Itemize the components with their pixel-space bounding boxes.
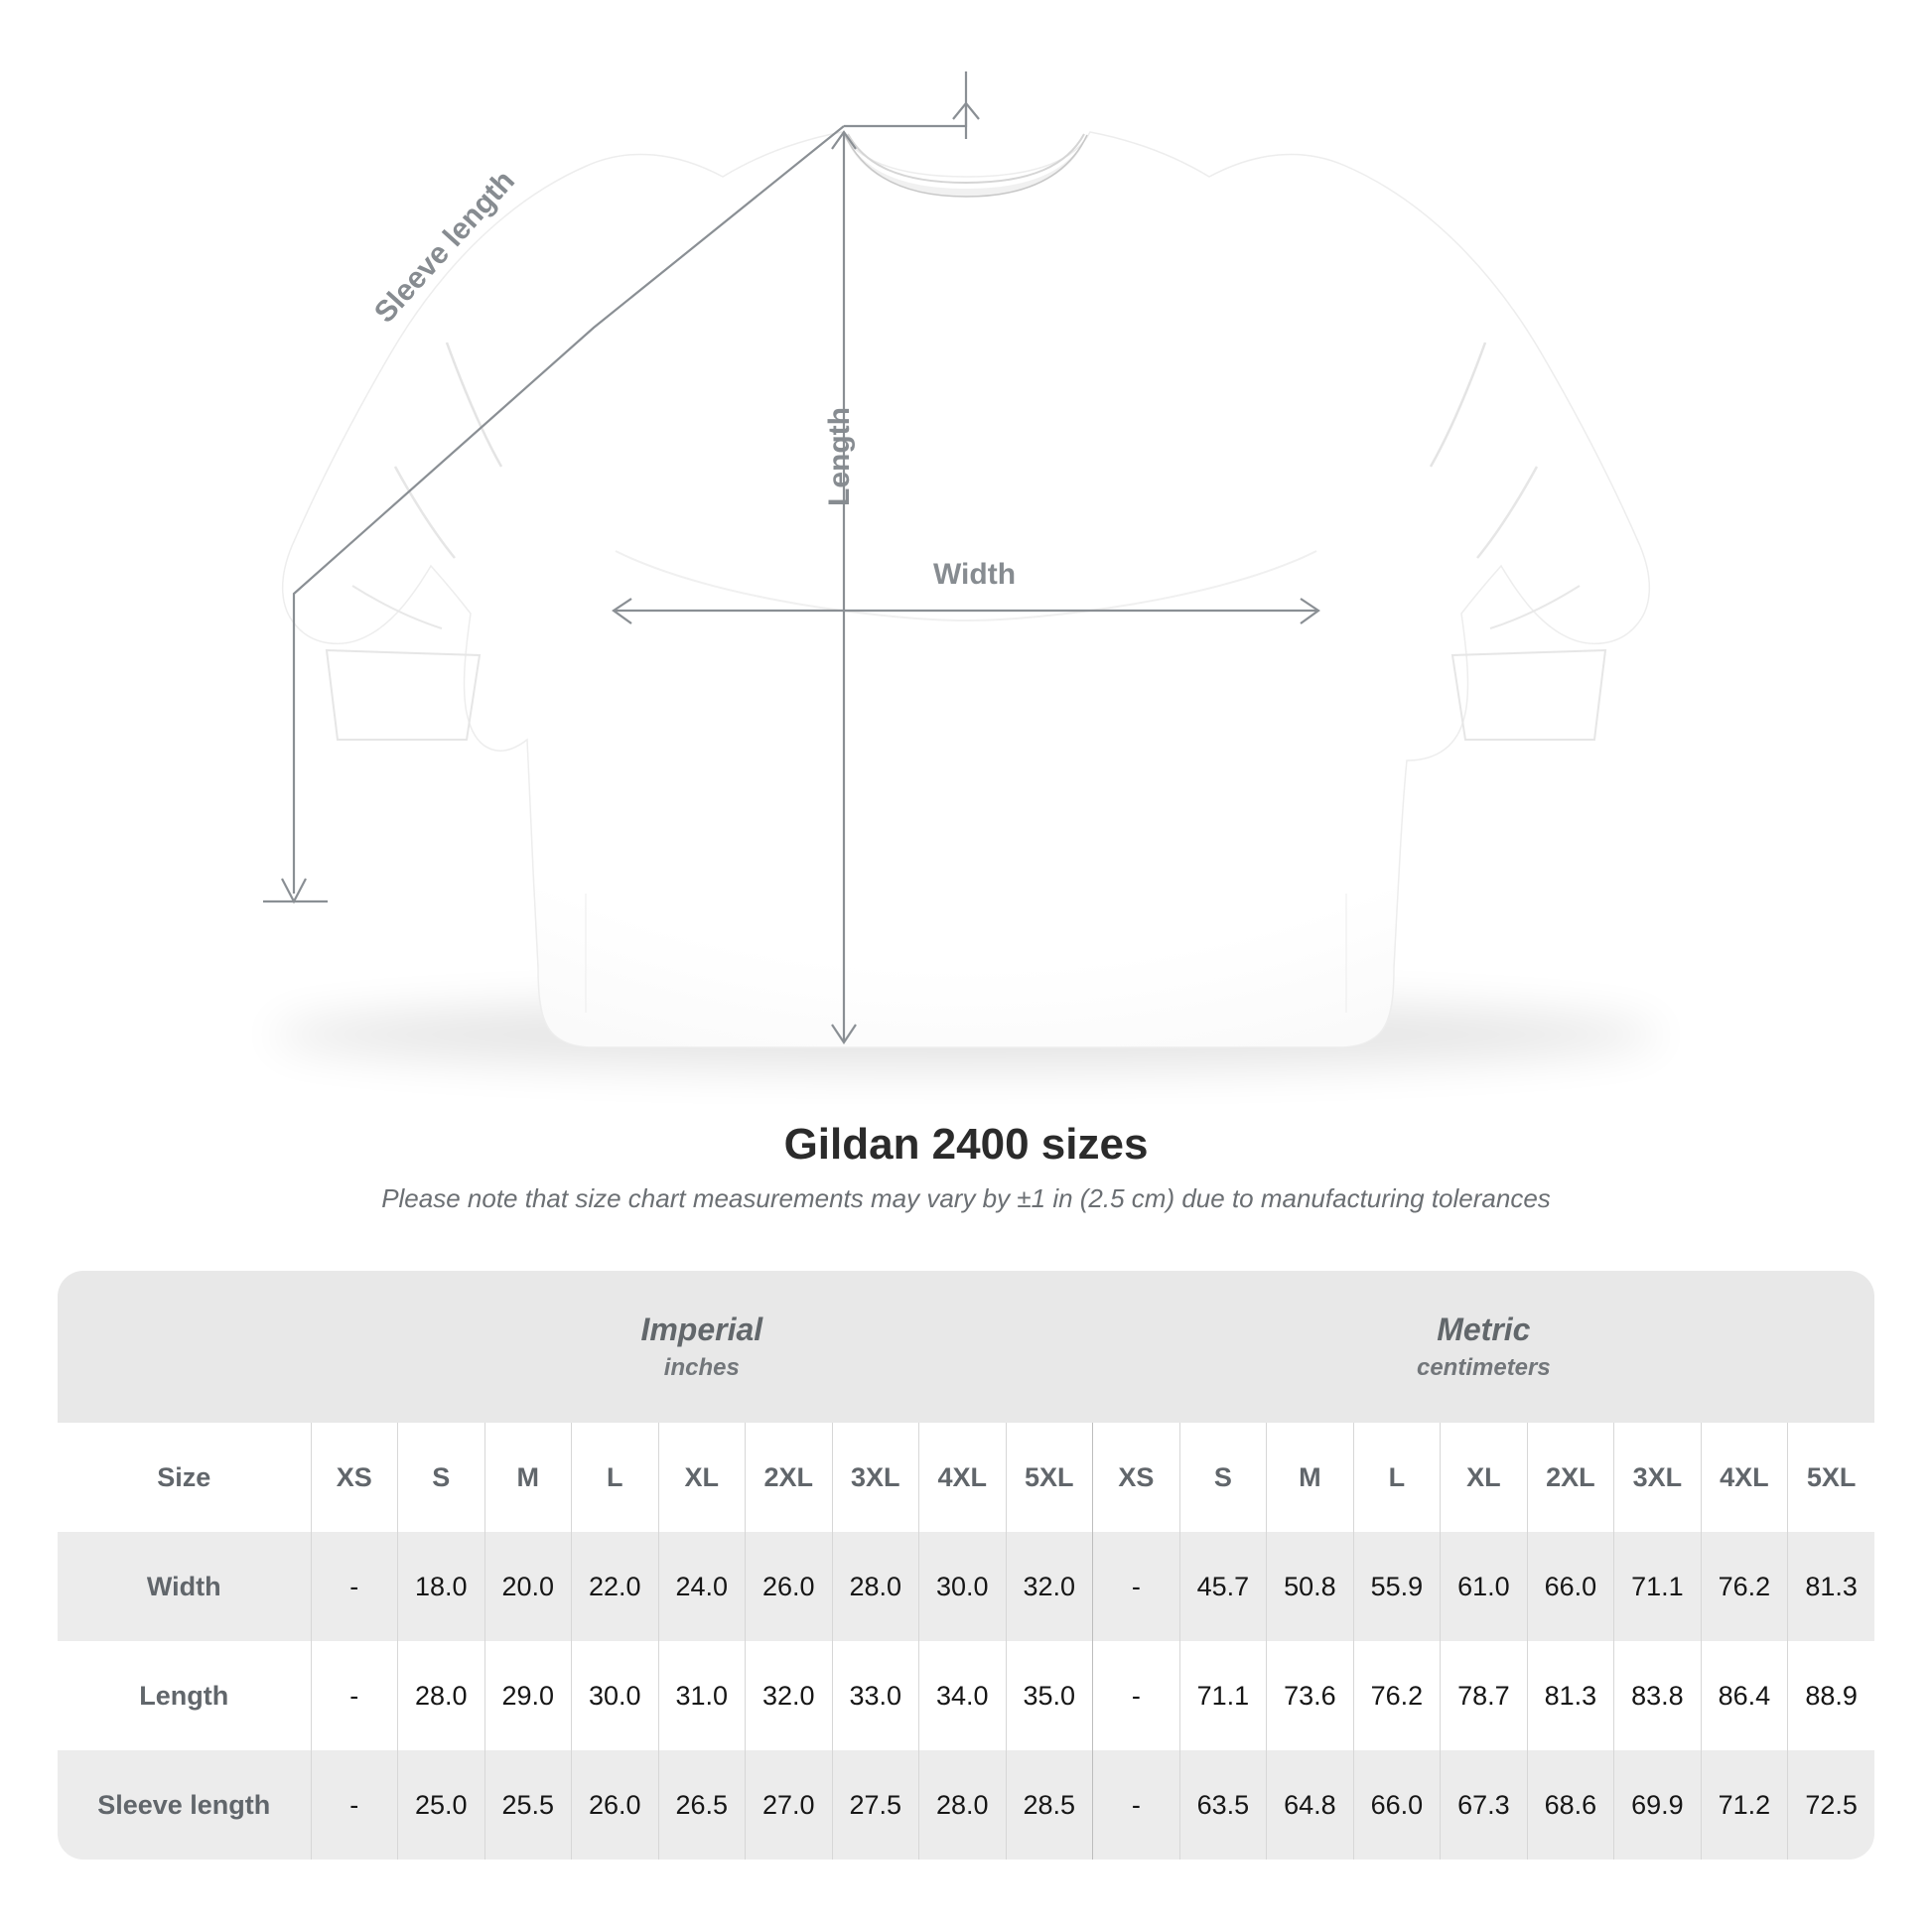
svg-text:Width: Width bbox=[933, 558, 1016, 591]
svg-text:Length: Length bbox=[823, 407, 856, 506]
